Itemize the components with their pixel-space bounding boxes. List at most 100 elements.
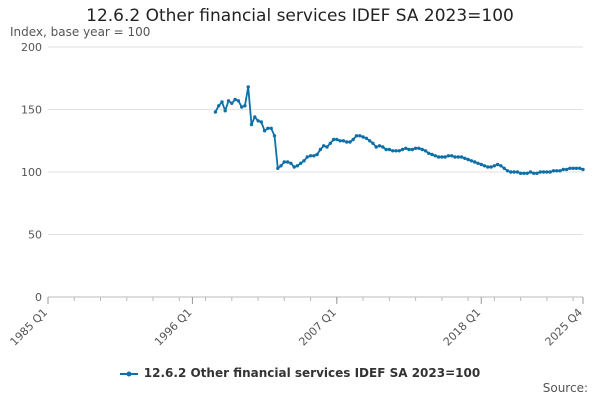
- data-point: [387, 147, 391, 152]
- data-point: [394, 149, 398, 153]
- data-point: [220, 100, 224, 104]
- data-point: [348, 140, 352, 144]
- data-point: [397, 149, 401, 153]
- data-point: [259, 120, 263, 124]
- data-point: [417, 146, 421, 150]
- data-point: [351, 137, 355, 142]
- data-point: [525, 171, 529, 175]
- data-point: [305, 155, 309, 159]
- data-point: [561, 167, 565, 172]
- data-point: [568, 166, 572, 170]
- data-point: [499, 164, 503, 168]
- data-point: [433, 154, 437, 158]
- data-point: [223, 109, 227, 113]
- data-point: [368, 139, 372, 143]
- data-point: [496, 162, 500, 167]
- data-point: [318, 147, 323, 152]
- data-point: [276, 166, 280, 170]
- x-tick-label: 1985 Q1: [8, 306, 51, 349]
- data-point: [256, 119, 260, 123]
- data-point: [535, 171, 539, 175]
- data-point: [446, 154, 451, 158]
- data-point: [548, 170, 552, 174]
- legend-label: 12.6.2 Other financial services IDEF SA …: [143, 366, 481, 380]
- data-point: [430, 152, 434, 157]
- data-point: [410, 147, 414, 152]
- data-point: [459, 155, 464, 159]
- data-point: [436, 155, 441, 159]
- data-point: [558, 169, 562, 173]
- data-point: [240, 105, 244, 109]
- data-point: [308, 154, 313, 158]
- data-point: [243, 104, 247, 108]
- data-point: [528, 170, 533, 174]
- data-point: [469, 159, 474, 163]
- data-point: [522, 171, 526, 175]
- legend[interactable]: 12.6.2 Other financial services IDEF SA …: [0, 366, 600, 380]
- data-point: [420, 147, 424, 152]
- data-point: [427, 151, 431, 155]
- legend-swatch-icon: [119, 371, 138, 376]
- data-point: [486, 165, 490, 169]
- data-point: [262, 129, 267, 133]
- data-point: [364, 136, 369, 140]
- data-point: [453, 155, 457, 159]
- data-point: [374, 145, 378, 149]
- data-point: [564, 167, 569, 172]
- chart-title: 12.6.2 Other financial services IDEF SA …: [86, 6, 514, 26]
- data-point: [440, 155, 444, 159]
- data-point: [502, 166, 506, 170]
- data-point: [512, 170, 516, 174]
- data-point: [509, 170, 513, 174]
- data-point: [295, 164, 300, 168]
- data-point: [538, 170, 542, 174]
- data-point: [272, 134, 277, 138]
- data-point: [312, 154, 316, 158]
- data-point: [328, 141, 332, 145]
- data-point: [574, 166, 579, 170]
- data-point: [479, 162, 483, 167]
- data-point: [236, 99, 241, 103]
- data-point: [285, 160, 290, 164]
- data-point: [338, 139, 342, 143]
- chart-subtitle: Index, base year = 100: [10, 25, 151, 39]
- y-tick-label: 150: [21, 104, 42, 117]
- source-label: Source:: [542, 381, 588, 395]
- data-point: [377, 144, 382, 148]
- x-tick-label: 2007 Q1: [296, 306, 339, 349]
- data-point: [473, 160, 477, 164]
- x-tick-label: 1996 Q1: [152, 306, 195, 349]
- data-point: [230, 101, 234, 106]
- y-tick-label: 0: [35, 291, 42, 304]
- data-point: [358, 134, 362, 138]
- data-point: [226, 99, 231, 103]
- data-point: [331, 137, 336, 142]
- data-point: [335, 137, 339, 142]
- data-point: [354, 134, 359, 138]
- data-point: [443, 155, 447, 159]
- data-point: [423, 149, 428, 153]
- data-point: [400, 147, 405, 152]
- data-point: [571, 166, 575, 170]
- y-tick-label: 50: [28, 229, 42, 242]
- data-point: [551, 169, 556, 173]
- series-line: [214, 86, 584, 175]
- data-point: [515, 170, 520, 174]
- data-point: [253, 115, 257, 119]
- data-point: [581, 167, 585, 172]
- data-point: [325, 145, 329, 149]
- x-tick-label: 2018 Q1: [441, 306, 484, 349]
- data-point: [450, 154, 454, 158]
- data-point: [322, 144, 326, 148]
- data-point: [292, 165, 296, 169]
- data-point: [384, 147, 388, 152]
- data-point: [541, 170, 546, 174]
- data-point: [213, 110, 218, 114]
- data-point: [404, 146, 408, 150]
- data-point: [390, 149, 395, 153]
- data-point: [505, 169, 510, 173]
- data-point: [489, 165, 493, 169]
- data-point: [371, 141, 375, 145]
- y-tick-label: 100: [21, 166, 42, 179]
- x-tick-label: 2025 Q4: [543, 306, 586, 349]
